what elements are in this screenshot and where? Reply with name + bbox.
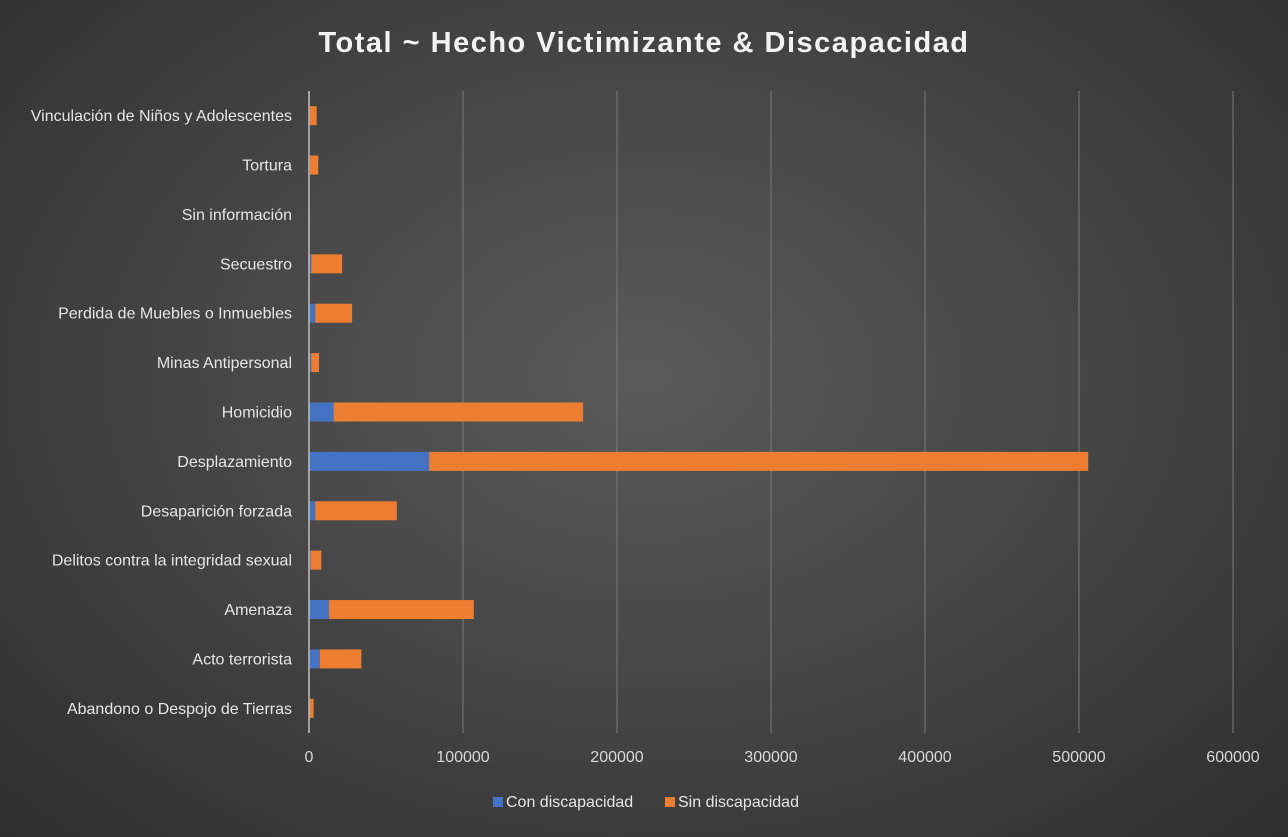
bar-segment-sin-discapacidad xyxy=(315,501,397,521)
chart-title: Total ~ Hecho Victimizante & Discapacida… xyxy=(318,27,969,59)
category-label: Desaparición forzada xyxy=(141,503,292,520)
x-tick-label: 400000 xyxy=(898,749,951,766)
bar-segment-sin-discapacidad xyxy=(311,353,320,373)
category-label: Secuestro xyxy=(220,256,292,273)
bar-segment-sin-discapacidad xyxy=(309,155,319,175)
legend-label: Sin discapacidad xyxy=(678,794,799,811)
bar-segment-con-discapacidad xyxy=(309,353,312,373)
x-tick-label: 500000 xyxy=(1052,749,1105,766)
bar-segment-con-discapacidad xyxy=(309,550,311,570)
category-label: Tortura xyxy=(242,158,292,175)
category-label: Abandono o Despojo de Tierras xyxy=(67,701,292,718)
bar-segment-sin-discapacidad xyxy=(319,649,362,669)
category-label: Perdida de Muebles o Inmuebles xyxy=(58,306,292,323)
category-label: Homicidio xyxy=(222,405,292,422)
bar-segment-con-discapacidad xyxy=(309,451,430,471)
bar-segment-sin-discapacidad xyxy=(310,550,322,570)
category-label: Minas Antipersonal xyxy=(157,355,292,372)
bar-segment-con-discapacidad xyxy=(309,649,320,669)
bar-segment-sin-discapacidad xyxy=(315,303,353,323)
bar-segment-con-discapacidad xyxy=(309,303,316,323)
bar-segment-con-discapacidad xyxy=(309,501,316,521)
category-label: Delitos contra la integridad sexual xyxy=(52,553,292,570)
x-tick-label: 0 xyxy=(305,749,314,766)
bars xyxy=(308,91,1089,733)
category-label: Sin información xyxy=(182,207,292,224)
bar-segment-sin-discapacidad xyxy=(309,106,317,126)
legend-label: Con discapacidad xyxy=(506,794,633,811)
x-tick-labels: 0 100000 200000 300000 400000 500000 600000 xyxy=(305,749,1260,766)
bar-segment-sin-discapacidad xyxy=(333,402,584,422)
bar-segment-con-discapacidad xyxy=(309,402,334,422)
category-label: Desplazamiento xyxy=(177,454,292,471)
bar-segment-con-discapacidad xyxy=(309,254,312,274)
legend: Con discapacidad Sin discapacidad xyxy=(493,794,799,811)
gridlines xyxy=(462,91,1234,733)
legend-swatch xyxy=(665,797,675,807)
bar-segment-sin-discapacidad xyxy=(309,698,314,718)
bar-segment-sin-discapacidad xyxy=(329,600,474,620)
category-label: Acto terrorista xyxy=(192,651,292,668)
bar-segment-sin-discapacidad xyxy=(429,451,1089,471)
x-tick-label: 100000 xyxy=(436,749,489,766)
category-label: Amenaza xyxy=(224,602,292,619)
bar-segment-sin-discapacidad xyxy=(311,254,343,274)
x-tick-label: 200000 xyxy=(590,749,643,766)
category-labels: Abandono o Despojo de Tierras Acto terror… xyxy=(31,108,292,718)
category-label: Vinculación de Niños y Adolescentes xyxy=(31,108,292,125)
x-tick-label: 300000 xyxy=(744,749,797,766)
legend-swatch xyxy=(493,797,503,807)
x-tick-label: 600000 xyxy=(1206,749,1259,766)
bar-segment-con-discapacidad xyxy=(309,600,330,620)
